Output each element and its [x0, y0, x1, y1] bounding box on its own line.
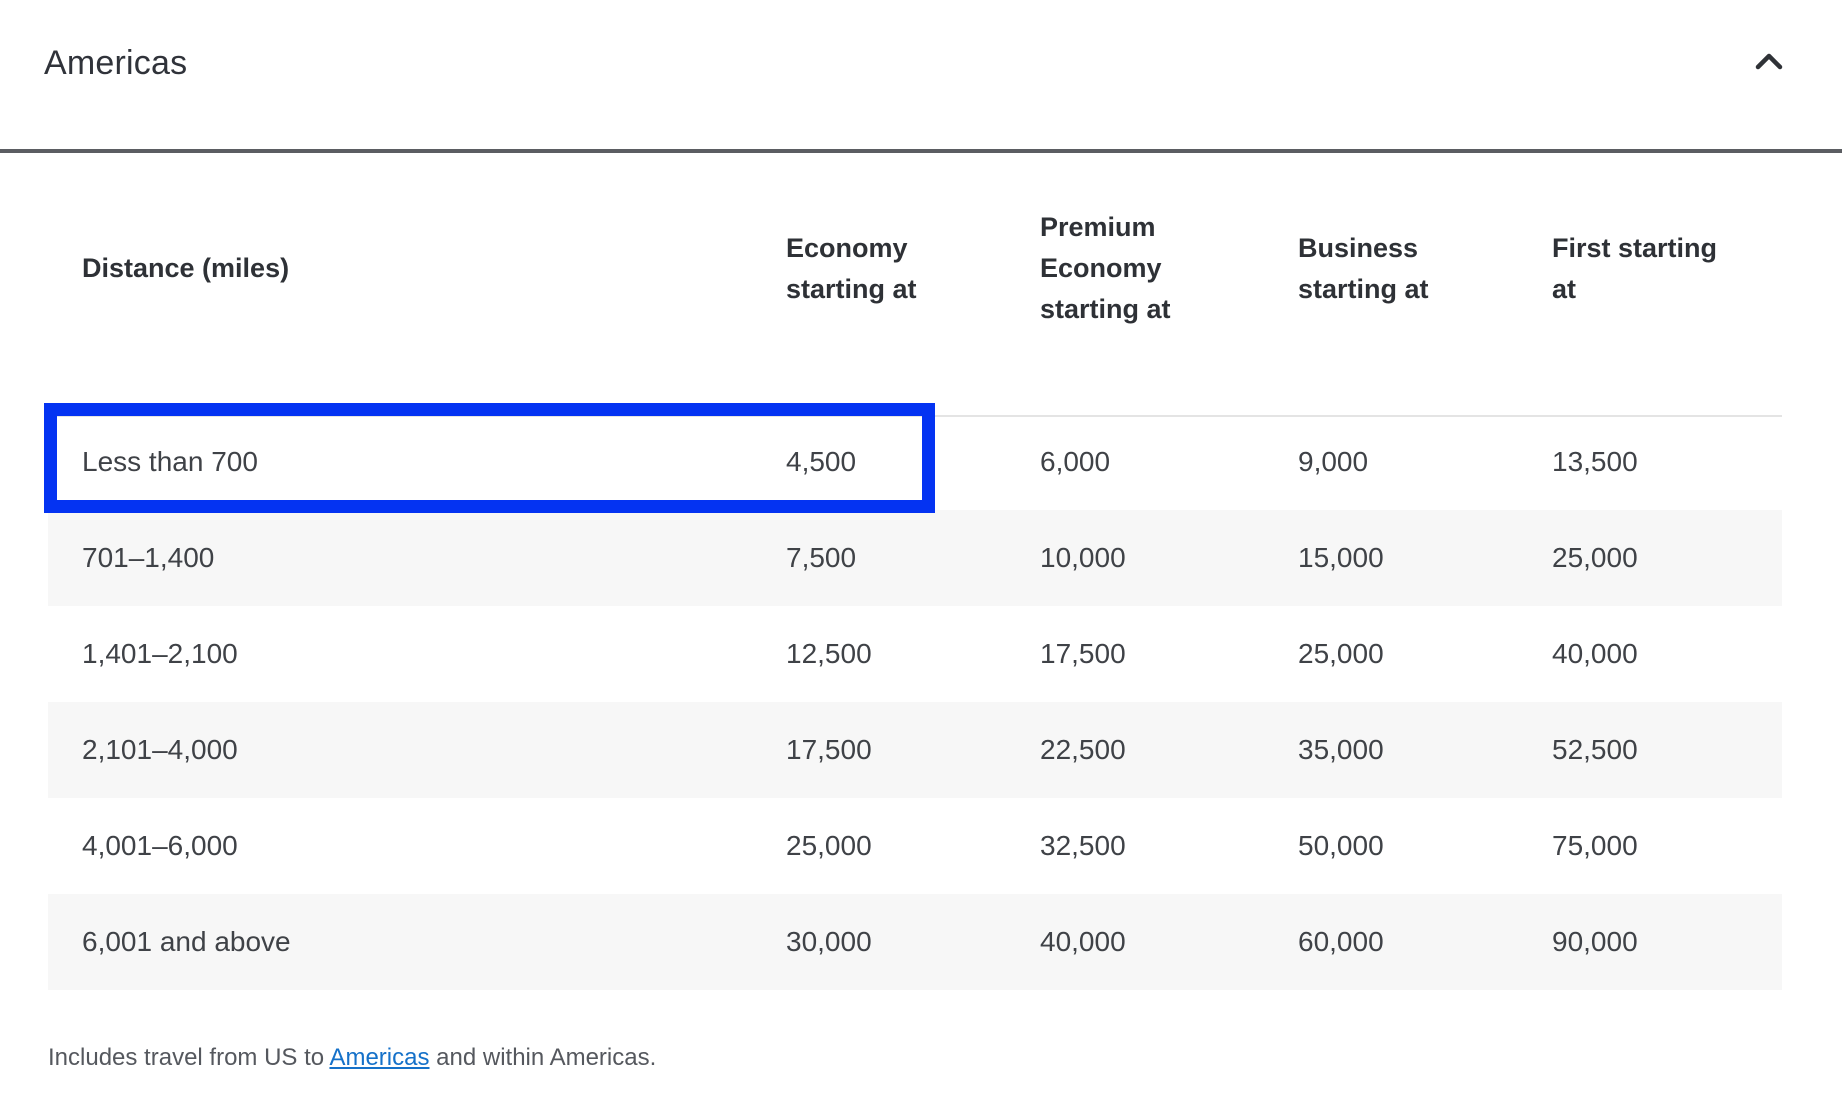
cell-business: 50,000	[1298, 830, 1384, 861]
table-row: 1,401–2,100 12,500 17,500 25,000 40,000	[48, 606, 1782, 702]
cell-premium-economy: 22,500	[1040, 734, 1126, 765]
footnote-suffix: and within Americas.	[429, 1044, 657, 1071]
cell-distance: 2,101–4,000	[82, 734, 238, 765]
cell-economy: 30,000	[786, 926, 872, 957]
table-row: 6,001 and above 30,000 40,000 60,000 90,…	[48, 894, 1782, 990]
cell-distance: 701–1,400	[82, 542, 215, 573]
award-table: Less than 700 4,500 6,000 9,000 13,500 7…	[48, 414, 1782, 990]
table-row: 4,001–6,000 25,000 32,500 50,000 75,000	[48, 798, 1782, 894]
panel-header: Americas	[0, 0, 1842, 153]
americas-link[interactable]: Americas	[329, 1044, 430, 1071]
cell-first: 52,500	[1552, 734, 1638, 765]
column-header-economy: Economy starting at	[786, 232, 917, 304]
cell-business: 25,000	[1298, 638, 1384, 669]
cell-economy: 17,500	[786, 734, 872, 765]
column-header-business: Business starting at	[1298, 232, 1429, 304]
highlight-annotation-box	[44, 403, 935, 513]
cell-business: 60,000	[1298, 926, 1384, 957]
footnote-prefix: Includes travel from US to	[48, 1044, 330, 1071]
cell-economy: 12,500	[786, 638, 872, 669]
footnote: Includes travel from US to Americas and …	[48, 1044, 1842, 1072]
cell-distance: 1,401–2,100	[82, 638, 238, 669]
cell-first: 90,000	[1552, 926, 1638, 957]
table-row: Less than 700 4,500 6,000 9,000 13,500	[48, 414, 1782, 510]
cell-first: 25,000	[1552, 542, 1638, 573]
cell-first: 13,500	[1552, 446, 1638, 477]
column-header-first: First starting at	[1552, 232, 1718, 304]
table-header-row: Distance (miles) Economy starting at Pre…	[48, 153, 1782, 414]
cell-premium-economy: 6,000	[1040, 446, 1111, 477]
cell-first: 40,000	[1552, 638, 1638, 669]
column-header-premium-economy: Premium Economy starting at	[1040, 212, 1171, 324]
cell-premium-economy: 17,500	[1040, 638, 1126, 669]
cell-business: 15,000	[1298, 542, 1384, 573]
chevron-up-icon	[1754, 52, 1784, 75]
cell-first: 75,000	[1552, 830, 1638, 861]
cell-business: 9,000	[1298, 446, 1369, 477]
cell-distance: 6,001 and above	[82, 926, 291, 957]
cell-distance: 4,001–6,000	[82, 830, 238, 861]
row-divider-line	[48, 415, 1782, 417]
cell-premium-economy: 40,000	[1040, 926, 1126, 957]
collapse-button[interactable]	[1748, 46, 1790, 81]
column-header-distance: Distance (miles)	[82, 253, 290, 283]
cell-business: 35,000	[1298, 734, 1384, 765]
cell-distance: Less than 700	[82, 446, 258, 477]
cell-premium-economy: 32,500	[1040, 830, 1126, 861]
cell-premium-economy: 10,000	[1040, 542, 1126, 573]
page-title: Americas	[44, 44, 188, 82]
cell-economy: 7,500	[786, 542, 857, 573]
cell-economy: 4,500	[786, 446, 857, 477]
table-row: 2,101–4,000 17,500 22,500 35,000 52,500	[48, 702, 1782, 798]
table-row: 701–1,400 7,500 10,000 15,000 25,000	[48, 510, 1782, 606]
cell-economy: 25,000	[786, 830, 872, 861]
